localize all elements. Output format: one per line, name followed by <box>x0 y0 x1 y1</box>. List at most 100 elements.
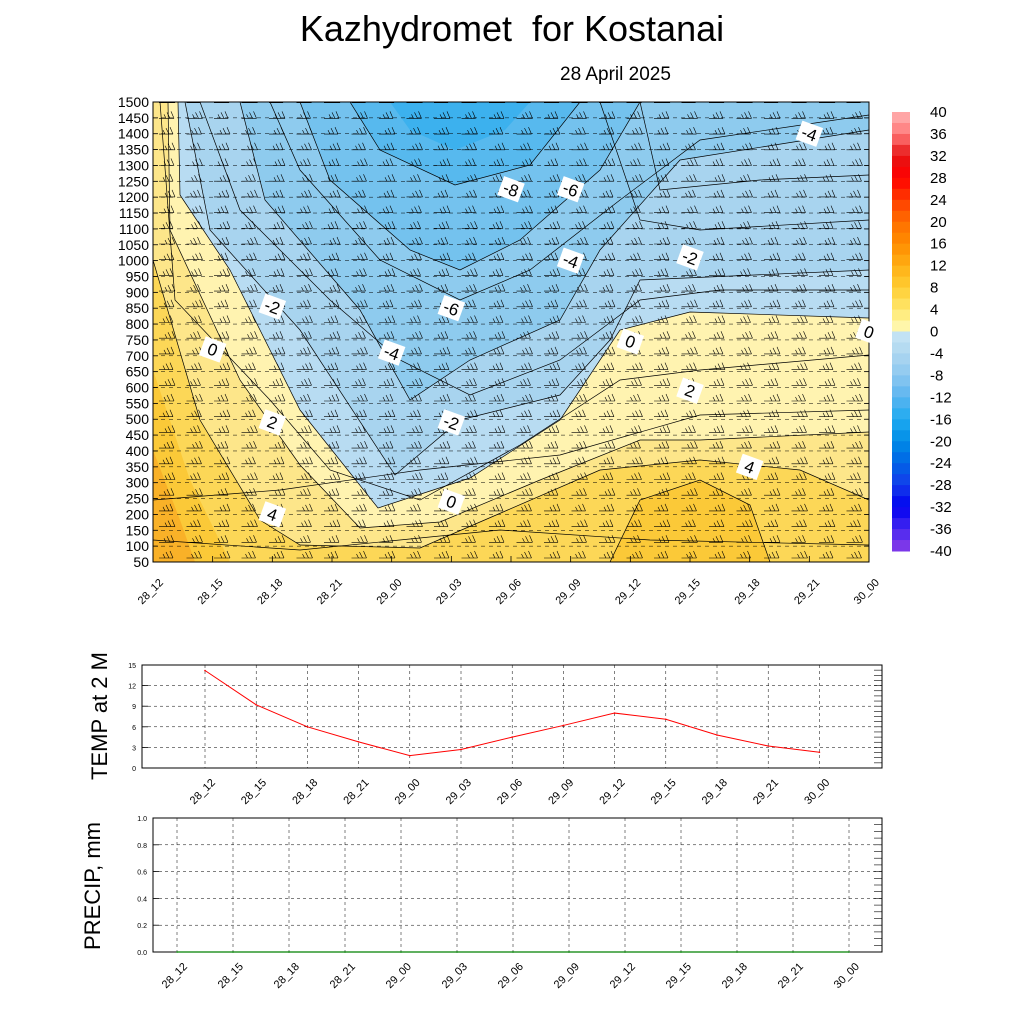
colorbar-swatch <box>892 177 910 190</box>
contour-label-text: -2 <box>679 246 700 269</box>
wind-barb <box>544 362 561 370</box>
y-tick-label: 1250 <box>118 173 149 189</box>
wind-barb <box>186 299 203 308</box>
wind-barb <box>489 503 504 512</box>
wind-barb <box>736 299 752 308</box>
wind-barb <box>846 409 862 418</box>
data-point <box>511 736 513 738</box>
wind-barb <box>764 488 781 496</box>
wind-barb <box>654 268 669 276</box>
wind-barb <box>159 409 174 418</box>
wind-barb <box>819 205 835 213</box>
colorbar-swatch <box>892 375 910 387</box>
contour-label: -4 <box>377 339 406 366</box>
wind-barb <box>626 189 642 198</box>
y-tick-label: 1300 <box>118 157 149 173</box>
wind-barb <box>681 102 696 103</box>
wind-barb <box>159 456 174 465</box>
wind-barb <box>214 189 230 198</box>
y-tick-label: 0.0 <box>137 950 147 957</box>
wind-barb <box>324 189 341 198</box>
wind-barb <box>241 315 256 323</box>
wind-barb <box>791 174 808 182</box>
wind-barb <box>269 221 285 229</box>
wind-barb <box>626 126 643 135</box>
wind-barb <box>681 268 697 276</box>
wind-barb <box>571 550 586 559</box>
x-tick-label: 29_09 <box>552 961 582 991</box>
wind-barb <box>489 158 505 166</box>
wind-barb <box>791 283 807 292</box>
wind-barb <box>736 346 752 355</box>
colorbar-label: -40 <box>930 543 952 560</box>
wind-barb <box>681 535 698 543</box>
wind-barb <box>379 535 394 543</box>
wind-barb <box>186 205 203 213</box>
wind-barb <box>764 456 780 465</box>
wind-barb <box>379 111 394 119</box>
wind-barb <box>791 378 807 386</box>
precip-panel-frame <box>152 817 883 953</box>
contour-label-text: -6 <box>441 297 462 320</box>
y-tick-label: 9 <box>132 704 136 711</box>
wind-barb <box>159 488 175 496</box>
colorbar-label: -24 <box>930 455 952 472</box>
wind-barb <box>846 456 862 465</box>
x-tick-label: 28_21 <box>328 961 358 991</box>
wind-barb <box>241 268 256 276</box>
wind-barb <box>241 440 257 449</box>
contour-label-text: -4 <box>799 123 820 146</box>
wind-barb <box>544 331 560 339</box>
wind-barb <box>709 236 725 245</box>
contour-label: -6 <box>556 176 585 203</box>
data-point <box>613 712 616 714</box>
wind-barb <box>626 315 643 323</box>
y-tick-label: 900 <box>126 284 150 300</box>
wind-barb <box>159 346 175 355</box>
wind-barb <box>599 174 615 182</box>
wind-barb <box>544 158 559 166</box>
wind-barb <box>819 268 834 276</box>
wind-barb <box>681 456 697 465</box>
wind-barb <box>819 378 836 386</box>
temp-gridlines <box>142 665 882 768</box>
wind-barb <box>709 189 725 198</box>
wind-barb <box>599 158 616 166</box>
wind-barb <box>186 315 202 323</box>
wind-barb <box>324 205 340 213</box>
wind-barb <box>516 126 532 135</box>
wind-barb <box>516 409 532 418</box>
wind-barb <box>764 283 779 292</box>
wind-barb <box>736 236 753 245</box>
wind-barb <box>269 236 284 245</box>
wind-barb <box>351 236 366 245</box>
wind-barb <box>434 472 449 480</box>
wind-barb <box>159 174 174 182</box>
wind-barb <box>159 393 175 402</box>
wind-barb <box>379 299 394 308</box>
wind-barb <box>599 503 615 512</box>
colorbar-swatch <box>892 309 910 322</box>
wind-barb <box>626 535 641 543</box>
data-point <box>848 951 850 953</box>
wind-barb <box>159 503 174 512</box>
wind-barb <box>241 174 256 182</box>
wind-barb <box>626 550 643 559</box>
wind-barb <box>351 142 366 151</box>
wind-barb <box>791 535 806 543</box>
wind-barb <box>654 488 670 496</box>
wind-barb <box>544 440 559 449</box>
wind-barb <box>406 299 422 308</box>
region-minus10 <box>390 102 530 150</box>
colorbar-swatch <box>892 199 910 212</box>
x-tick-label: 28_15 <box>239 777 269 807</box>
wind-barb <box>489 425 506 433</box>
chart-date: 28 April 2025 <box>560 64 671 85</box>
wind-barb <box>571 535 587 543</box>
wind-barb <box>461 550 478 559</box>
wind-barb <box>736 550 751 559</box>
precip-points <box>176 951 850 953</box>
wind-barb <box>296 102 312 103</box>
wind-barb <box>269 550 285 559</box>
colorbar-swatch <box>892 507 910 519</box>
